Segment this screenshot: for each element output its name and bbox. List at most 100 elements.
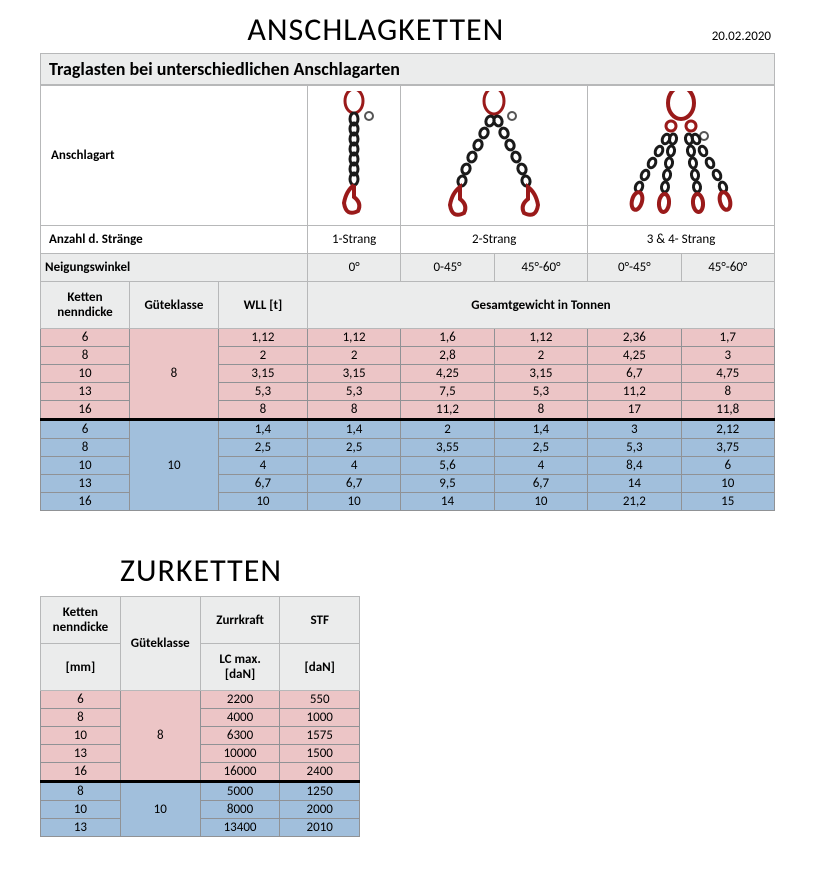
neigung-label: Neigungswinkel [41,254,308,282]
cell-lc: 10000 [200,745,280,763]
table-row: 840001000 [41,709,360,727]
cell-val: 1,12 [307,329,400,347]
cell-val: 8 [218,401,307,420]
cell-val: 21,2 [588,493,681,511]
cell-val: 10 [218,493,307,511]
cell-lc: 13400 [200,819,280,837]
table-row: 6101,41,421,432,12 [41,420,775,439]
cell-dia: 16 [41,763,121,782]
cell-val: 5,3 [218,383,307,401]
cell-dia: 8 [41,439,130,457]
cell-val: 4,25 [588,347,681,365]
cell-val: 6,7 [588,365,681,383]
z-mm: [mm] [41,644,121,691]
cell-val: 7,5 [401,383,494,401]
cell-val: 6,7 [494,475,587,493]
chain-34strand-icon [588,86,775,226]
cell-val: 14 [588,475,681,493]
cell-lc: 2200 [200,691,280,709]
table-row: 1080002000 [41,801,360,819]
load-table: Anschlagart [40,85,775,511]
cell-val: 2,5 [494,439,587,457]
cell-val: 2,12 [681,420,774,439]
table-row: 13134002010 [41,819,360,837]
strand-34: 3 & 4- Strang [588,226,775,254]
cell-lc: 5000 [200,782,280,801]
cell-val: 6 [681,457,774,475]
cell-val: 1,7 [681,329,774,347]
cell-stf: 2400 [280,763,360,782]
cell-dia: 10 [41,801,121,819]
angle-1: 0-45° [401,254,494,282]
z-guete: Güteklasse [120,597,200,691]
cell-dia: 13 [41,383,130,401]
cell-stf: 550 [280,691,360,709]
angle-3: 0°-45° [588,254,681,282]
cell-val: 4 [494,457,587,475]
table-row: 1063001575 [41,727,360,745]
cell-lc: 8000 [200,801,280,819]
cell-val: 4,25 [401,365,494,383]
cell-dia: 10 [41,365,130,383]
cell-val: 8 [494,401,587,420]
cell-dia: 6 [41,329,130,347]
cell-val: 1,12 [218,329,307,347]
table-row: 682200550 [41,691,360,709]
cell-stf: 1000 [280,709,360,727]
cell-val: 1,6 [401,329,494,347]
strand-1: 1-Strang [307,226,400,254]
cell-val: 5,3 [494,383,587,401]
cell-dia: 10 [41,727,121,745]
cell-val: 3 [588,420,681,439]
cell-val: 5,3 [588,439,681,457]
angle-0: 0° [307,254,400,282]
cell-val: 4 [218,457,307,475]
cell-dia: 13 [41,745,121,763]
table-row: 681,121,121,61,122,361,7 [41,329,775,347]
zurketten-title: ZURKETTEN [120,551,775,590]
cell-lc: 16000 [200,763,280,782]
cell-grade: 8 [120,691,200,782]
cell-val: 3,55 [401,439,494,457]
chain-1strand-icon [307,86,400,226]
table-row: 81050001250 [41,782,360,801]
cell-val: 15 [681,493,774,511]
cell-val: 2,5 [218,439,307,457]
strand-2: 2-Strang [401,226,588,254]
guete-header: Güteklasse [129,282,218,329]
z-stf: STF [280,597,360,644]
cell-dia: 8 [41,347,130,365]
cell-val: 11,2 [401,401,494,420]
angle-2: 45°-60° [494,254,587,282]
cell-val: 10 [494,493,587,511]
cell-stf: 1250 [280,782,360,801]
cell-val: 5,3 [307,383,400,401]
cell-stf: 2010 [280,819,360,837]
cell-val: 2 [218,347,307,365]
cell-dia: 6 [41,420,130,439]
wll-header: WLL [t] [218,282,307,329]
cell-dia: 8 [41,782,121,801]
chain-2strand-icon [401,86,588,226]
cell-val: 8,4 [588,457,681,475]
cell-val: 2 [401,420,494,439]
cell-dia: 13 [41,475,130,493]
cell-val: 3,15 [307,365,400,383]
cell-val: 11,2 [588,383,681,401]
table-row: 16 160002400 [41,763,360,782]
cell-grade: 8 [129,329,218,420]
cell-dia: 10 [41,457,130,475]
cell-lc: 6300 [200,727,280,745]
gesamt-header: Gesamtgewicht in Tonnen [307,282,774,329]
cell-val: 8 [681,383,774,401]
cell-val: 1,12 [494,329,587,347]
cell-lc: 4000 [200,709,280,727]
angle-4: 45°-60° [681,254,774,282]
cell-val: 1,4 [218,420,307,439]
cell-stf: 1500 [280,745,360,763]
cell-val: 8 [307,401,400,420]
cell-val: 10 [681,475,774,493]
cell-dia: 16 [41,401,130,420]
cell-val: 5,6 [401,457,494,475]
z-zurr: Zurrkraft [200,597,280,644]
